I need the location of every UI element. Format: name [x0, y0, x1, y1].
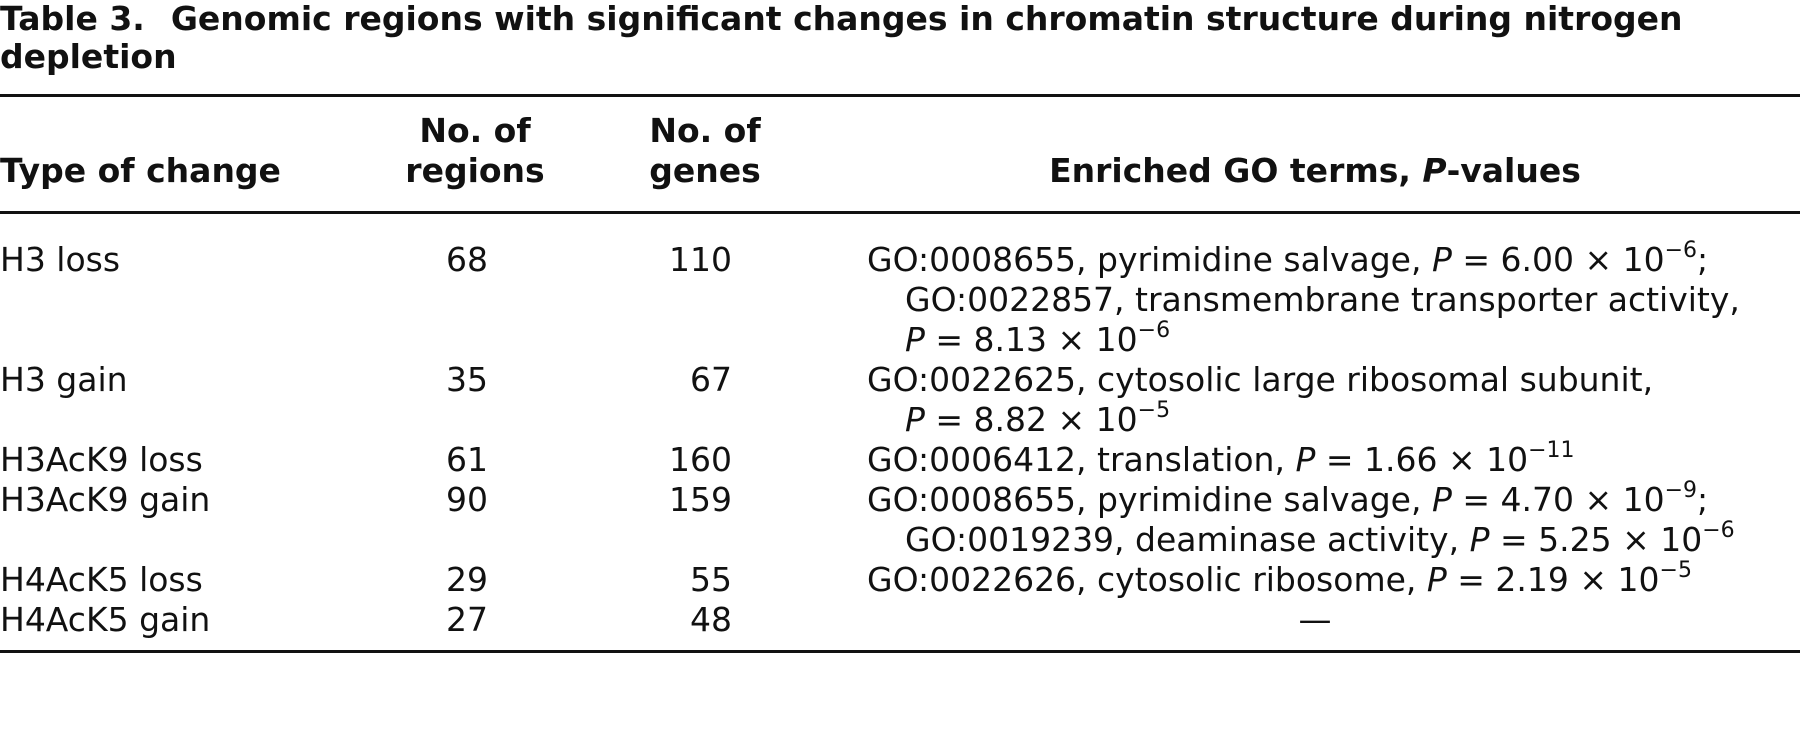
text-line: P = 8.82 × 10−5 [867, 400, 1800, 440]
text-segment: −6 [1664, 238, 1698, 263]
region-count: 61 [446, 440, 488, 479]
text-segment: P [1426, 560, 1447, 599]
text-line: Enriched GO terms, P-values [830, 151, 1800, 191]
text-line: GO:0022857, transmembrane transporter ac… [867, 280, 1800, 320]
text-segment: = 5.25 × 10 [1489, 520, 1703, 559]
text-segment: −5 [1137, 398, 1171, 423]
gene-count: 159 [669, 480, 732, 519]
text-segment: −11 [1528, 438, 1575, 463]
gene-count: 160 [669, 440, 732, 479]
gene-count: 55 [690, 560, 732, 599]
table-row: H3 gain 35 67 GO:0022625, cytosolic large r… [0, 360, 1800, 440]
text-segment: No. of [419, 111, 531, 150]
table-row: H3AcK9 gain 90 159 GO:0008655, pyrimidine s… [0, 480, 1800, 560]
gene-count: 110 [669, 240, 732, 279]
text-segment: = 1.66 × 10 [1315, 440, 1529, 479]
text-segment: = 8.13 × 10 [924, 320, 1138, 359]
text-line: genes [580, 151, 830, 191]
text-segment: P [1422, 151, 1447, 190]
text-segment: P [1431, 480, 1452, 519]
change-type: H4AcK5 loss [0, 560, 203, 599]
table-title: Table 3. Genomic regions with significant… [0, 0, 1790, 76]
column-header: No. of genes [580, 94, 830, 214]
text-line: No. of [370, 111, 580, 151]
table-row: H4AcK5 loss 29 55 GO:0022626, cytosolic rib… [0, 560, 1800, 600]
text-segment: = 6.00 × 10 [1451, 240, 1665, 279]
gene-count: 67 [690, 360, 732, 399]
text-segment: -values [1446, 151, 1581, 190]
text-segment: −6 [1137, 318, 1171, 343]
text-segment: GO:0008655, pyrimidine salvage, [867, 480, 1432, 519]
go-terms: GO:0008655, pyrimidine salvage, P = 6.00… [830, 213, 1800, 361]
text-segment: = 2.19 × 10 [1446, 560, 1660, 599]
change-type: H3AcK9 gain [0, 480, 211, 519]
change-type: H3AcK9 loss [0, 440, 203, 479]
go-terms: — [830, 600, 1800, 653]
text-segment: P [905, 400, 925, 439]
text-segment: −5 [1659, 558, 1692, 583]
text-segment: ; [1697, 480, 1709, 519]
text-line: GO:0008655, pyrimidine salvage, P = 6.00… [867, 240, 1800, 280]
change-type: H3 gain [0, 360, 128, 399]
text-line: GO:0008655, pyrimidine salvage, P = 4.70… [867, 480, 1800, 520]
text-line: GO:0006412, translation, P = 1.66 × 10−1… [867, 440, 1800, 480]
text-line: Type of change [0, 151, 370, 191]
text-segment: = 8.82 × 10 [924, 400, 1138, 439]
text-segment: GO:0022625, cytosolic large ribosomal su… [867, 360, 1654, 399]
region-count: 29 [446, 560, 488, 599]
gene-count: 48 [580, 600, 830, 653]
text-segment: −9 [1664, 478, 1698, 503]
table-head: Type of change No. of regions No. of genes En… [0, 94, 1800, 214]
text-segment: No. of [649, 111, 761, 150]
text-segment: ; [1697, 240, 1709, 279]
text-segment: P [905, 320, 925, 359]
text-line: regions [370, 151, 580, 191]
region-count: 90 [446, 480, 488, 519]
go-terms: GO:0006412, translation, P = 1.66 × 10−1… [830, 440, 1800, 480]
text-segment: P [1469, 520, 1490, 559]
text-segment: GO:0008655, pyrimidine salvage, [867, 240, 1432, 279]
text-segment: P [1295, 440, 1316, 479]
table-row: H3AcK9 loss 61 160 GO:0006412, translation,… [0, 440, 1800, 480]
table-row: H4AcK5 gain 27 48 — [0, 600, 1800, 653]
column-header: Enriched GO terms, P-values [830, 94, 1800, 214]
change-type: H3 loss [0, 240, 121, 279]
text-segment: −6 [1702, 518, 1735, 543]
title-text: Genomic regions with significant changes… [0, 0, 1683, 76]
text-segment: Enriched GO terms, [1049, 151, 1423, 190]
table-row: H3 loss 68 110 GO:0008655, pyrimidine salva… [0, 213, 1800, 361]
header-row: Type of change No. of regions No. of genes En… [0, 94, 1800, 214]
table-body: H3 loss 68 110 GO:0008655, pyrimidine salva… [0, 213, 1800, 653]
go-terms: GO:0022626, cytosolic ribosome, P = 2.19… [830, 560, 1800, 600]
go-terms: GO:0008655, pyrimidine salvage, P = 4.70… [830, 480, 1800, 560]
text-line: GO:0019239, deaminase activity, P = 5.25… [867, 520, 1800, 560]
table: Type of change No. of regions No. of genes En… [0, 94, 1800, 653]
text-segment: — [1298, 600, 1332, 639]
column-header: No. of regions [370, 94, 580, 214]
region-count: 68 [446, 240, 488, 279]
text-line: — [830, 600, 1800, 640]
text-line: No. of [580, 111, 830, 151]
text-segment: P [1431, 240, 1452, 279]
text-segment: genes [649, 151, 761, 190]
text-line: GO:0022625, cytosolic large ribosomal su… [867, 360, 1800, 400]
region-count: 35 [446, 360, 488, 399]
go-terms: GO:0022625, cytosolic large ribosomal su… [830, 360, 1800, 440]
column-header: Type of change [0, 94, 370, 214]
text-segment: = 4.70 × 10 [1451, 480, 1665, 519]
table-label: Table 3. [0, 0, 145, 38]
text-segment: GO:0019239, deaminase activity, [905, 520, 1470, 559]
text-segment: Type of change [0, 151, 281, 190]
text-segment: GO:0022626, cytosolic ribosome, [867, 560, 1427, 599]
text-line: GO:0022626, cytosolic ribosome, P = 2.19… [867, 560, 1800, 600]
region-count: 27 [370, 600, 580, 653]
text-segment: GO:0022857, transmembrane transporter ac… [905, 280, 1740, 319]
text-line: P = 8.13 × 10−6 [867, 320, 1800, 360]
text-segment: regions [405, 151, 545, 190]
text-segment: GO:0006412, translation, [867, 440, 1296, 479]
change-type: H4AcK5 gain [0, 600, 370, 653]
